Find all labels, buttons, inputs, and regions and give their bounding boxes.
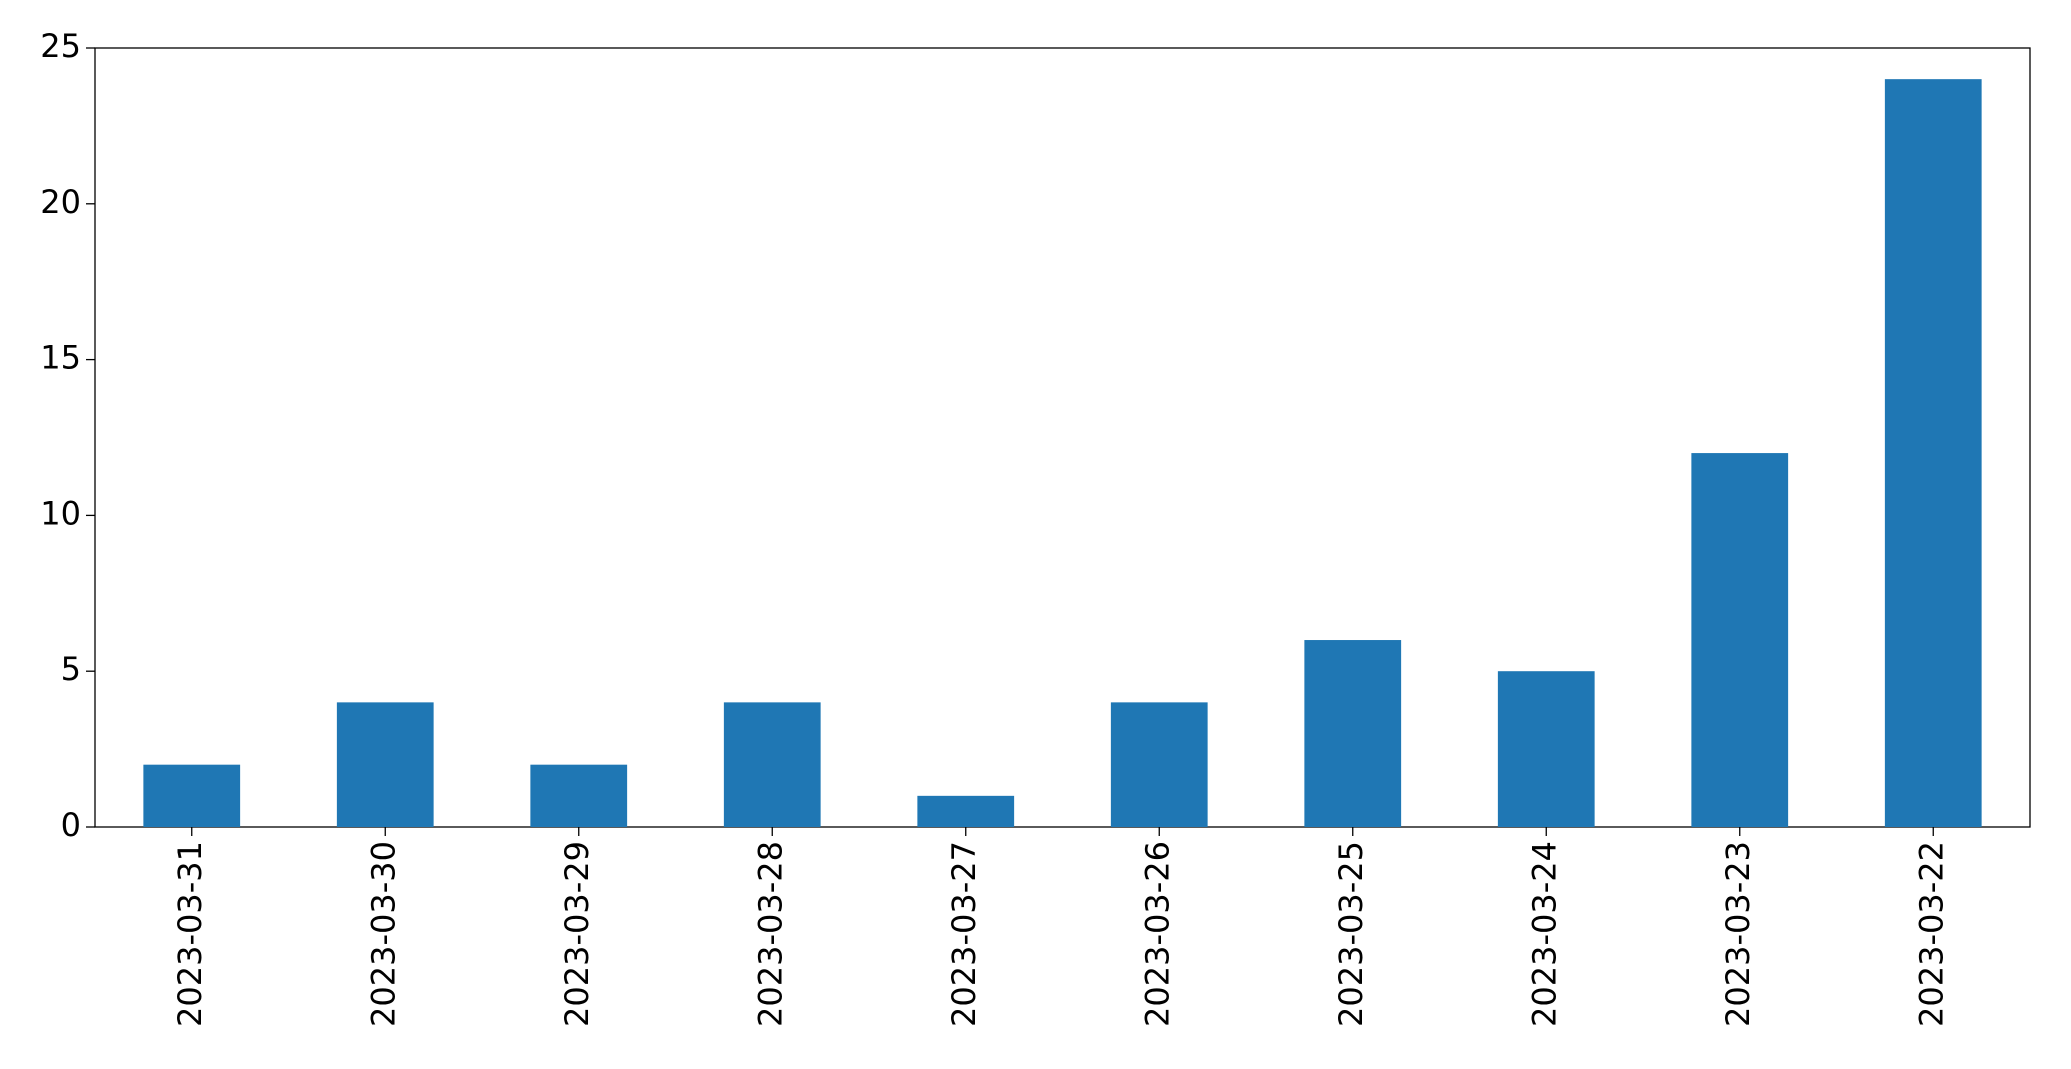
plot-frame <box>94 47 2031 828</box>
bar <box>917 795 1015 827</box>
bar <box>1110 702 1208 827</box>
x-tick-label: 2023-03-31 <box>171 841 209 1027</box>
bar <box>1691 453 1789 827</box>
x-tick-label: 2023-03-22 <box>1912 841 1950 1027</box>
x-tick-label: 2023-03-24 <box>1525 841 1563 1027</box>
y-tick-label: 20 <box>40 183 81 221</box>
y-tick-label: 25 <box>40 27 81 65</box>
bar <box>1497 671 1595 827</box>
bar <box>723 702 821 827</box>
x-tick-label: 2023-03-28 <box>751 841 789 1027</box>
bar <box>143 764 241 827</box>
x-tick-label: 2023-03-29 <box>558 841 596 1027</box>
x-tick-label: 2023-03-25 <box>1332 841 1370 1027</box>
x-tick-label: 2023-03-30 <box>364 841 402 1027</box>
y-tick-label: 10 <box>40 494 81 532</box>
y-tick-label: 0 <box>61 806 81 844</box>
bar <box>336 702 434 827</box>
y-tick-label: 15 <box>40 339 81 377</box>
x-tick-label: 2023-03-23 <box>1719 841 1757 1027</box>
bar <box>1884 79 1982 827</box>
bar <box>530 764 628 827</box>
bar <box>1304 640 1402 827</box>
x-tick-label: 2023-03-27 <box>945 841 983 1027</box>
y-tick-label: 5 <box>61 650 81 688</box>
x-tick-label: 2023-03-26 <box>1138 841 1176 1027</box>
